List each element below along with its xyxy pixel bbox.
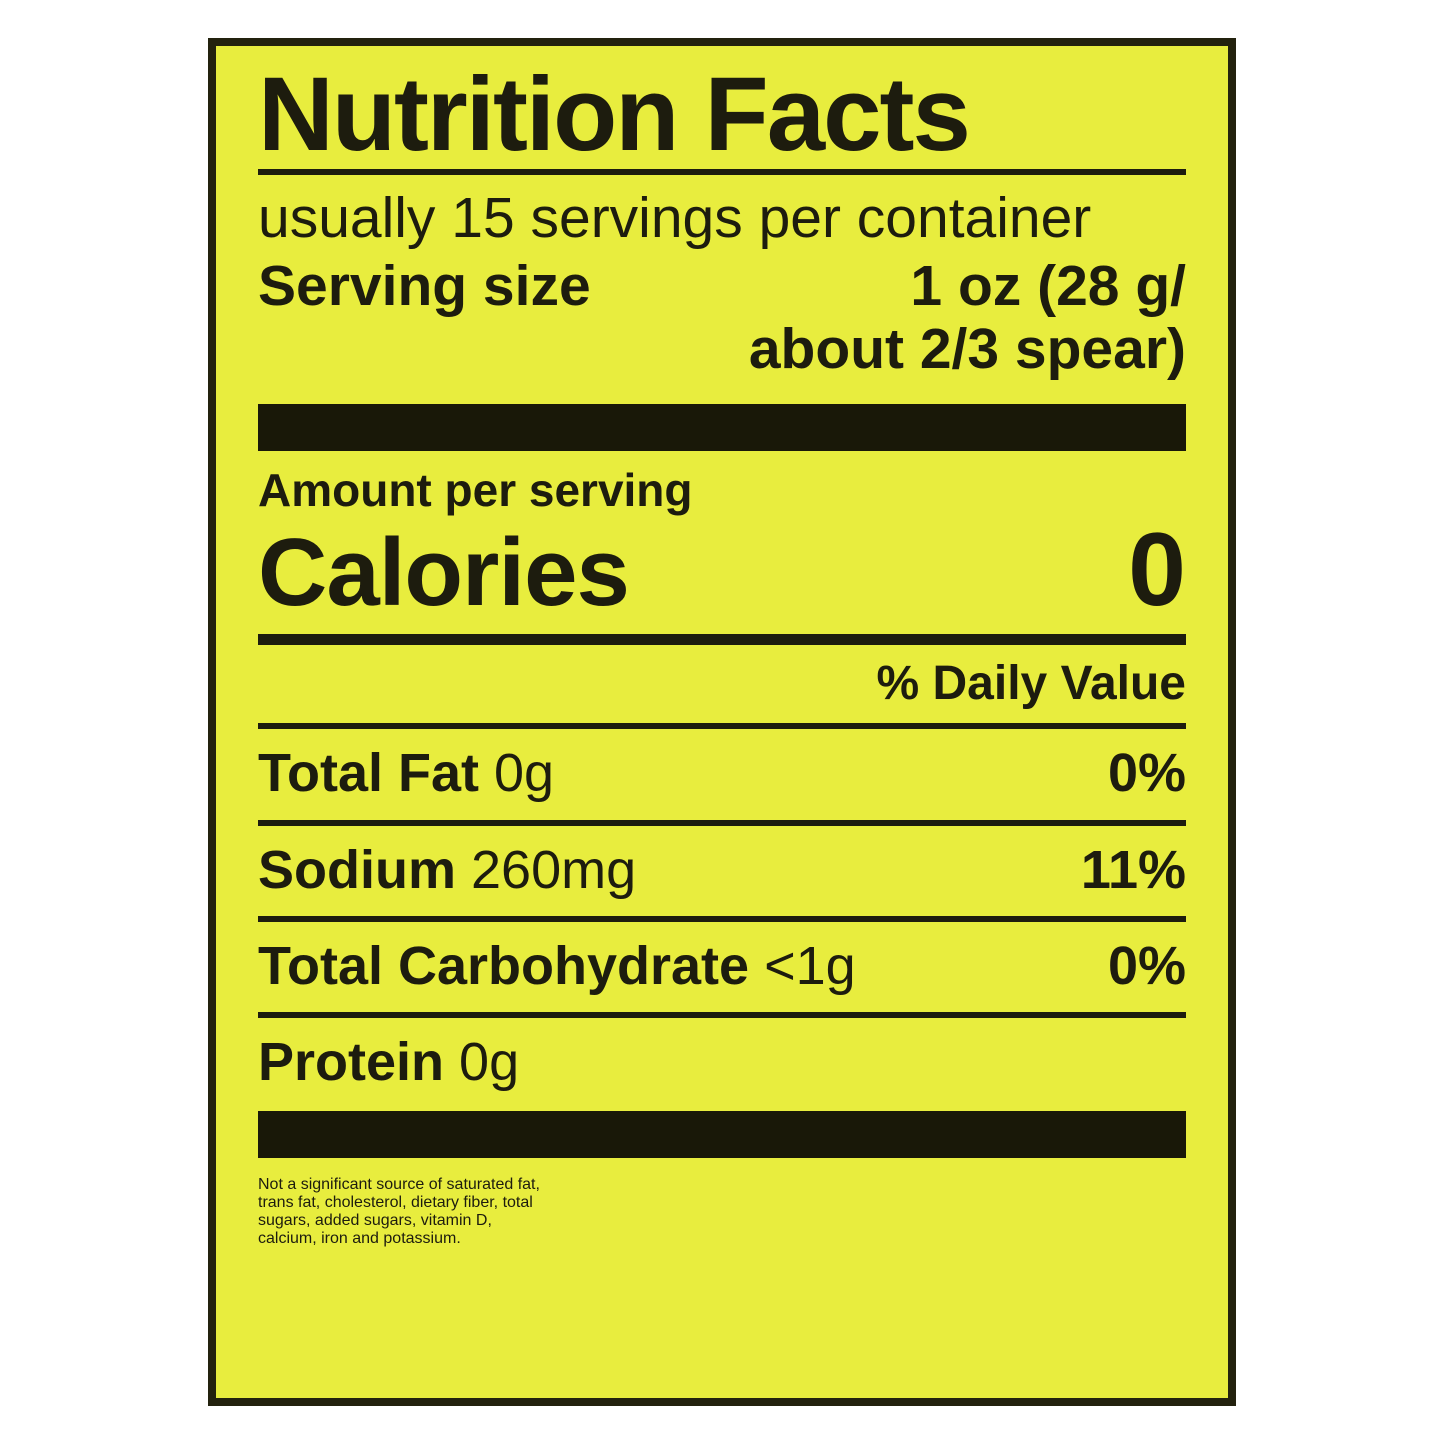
nutrient-daily-value: 11%: [1080, 839, 1186, 900]
nutrient-row-total-carbohydrate: Total Carbohydrate <1g 0%: [258, 922, 1186, 1012]
nutrient-amount: 260mg: [471, 839, 637, 900]
footnote-line: sugars, added sugars, vitamin D,: [258, 1211, 492, 1229]
footnote-line: trans fat, cholesterol, dietary fiber, t…: [258, 1193, 533, 1211]
calories-row: Calories 0: [258, 518, 1186, 624]
nutrient-name: Total Carbohydrate: [258, 935, 750, 996]
nutrient-row-total-fat: Total Fat 0g 0%: [258, 729, 1186, 819]
servings-per-container: usually 15 servings per container: [258, 186, 1092, 251]
nutrient-amount: 0g: [494, 743, 555, 804]
nutrition-facts-label: Nutrition Facts usually 15 servings per …: [208, 38, 1236, 1406]
rule-above-nutrients: [258, 723, 1186, 730]
nutrient-name-amount: Protein 0g: [258, 1033, 519, 1092]
nutrient-name: Total Fat: [258, 743, 479, 804]
rule-under-calories: [258, 633, 1186, 645]
separator-bar-top: [258, 404, 1186, 452]
separator-bar-bottom: [258, 1110, 1186, 1158]
amount-per-serving-label: Amount per serving: [258, 464, 693, 517]
footnote-line: calcium, iron and potassium.: [258, 1229, 461, 1247]
rule-nutrient-divider: [258, 1012, 1186, 1019]
rule-under-title: [258, 169, 1186, 176]
nutrient-name-amount: Sodium 260mg: [258, 839, 637, 900]
daily-value-header: % Daily Value: [876, 656, 1187, 710]
nutrient-daily-value: 0%: [1107, 743, 1186, 804]
nutrient-row-sodium: Sodium 260mg 11%: [258, 826, 1186, 916]
calories-value: 0: [1128, 511, 1186, 628]
nutrient-name-amount: Total Fat 0g: [258, 743, 555, 804]
calories-label: Calories: [258, 518, 630, 626]
nutrient-amount: 0g: [459, 1032, 520, 1093]
nutrient-name: Protein: [258, 1032, 445, 1093]
label-title: Nutrition Facts: [258, 56, 971, 173]
serving-size-label: Serving size: [258, 254, 591, 319]
footnote-line: Not a significant source of saturated fa…: [258, 1175, 540, 1193]
serving-size-value-line2: about 2/3 spear): [748, 316, 1186, 381]
nutrient-daily-value: 0%: [1107, 935, 1186, 996]
nutrient-name: Sodium: [258, 839, 456, 900]
serving-size-value-line1: 1 oz (28 g/: [910, 254, 1186, 319]
nutrient-row-protein: Protein 0g: [258, 1018, 1186, 1108]
rule-nutrient-divider: [258, 915, 1186, 922]
rule-nutrient-divider: [258, 819, 1186, 826]
nutrient-name-amount: Total Carbohydrate <1g: [258, 935, 856, 996]
serving-size-value: 1 oz (28 g/ about 2/3 spear): [749, 255, 1186, 380]
serving-size-row: Serving size 1 oz (28 g/ about 2/3 spear…: [258, 255, 1186, 380]
nutrient-amount: <1g: [764, 935, 856, 996]
